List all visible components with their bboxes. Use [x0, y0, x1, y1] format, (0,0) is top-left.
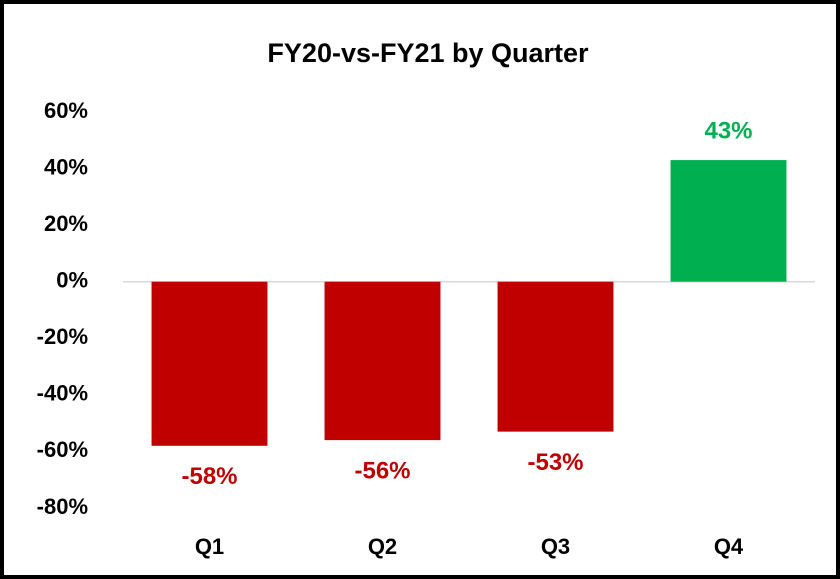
bar — [670, 160, 787, 282]
y-tick-label: -80% — [37, 494, 88, 519]
y-tick-label: 40% — [44, 154, 88, 179]
y-tick-label: -20% — [37, 324, 88, 349]
x-tick-label: Q2 — [368, 534, 397, 559]
value-label: -58% — [181, 463, 237, 490]
value-label: -56% — [354, 457, 410, 484]
y-tick-label: 60% — [44, 98, 88, 123]
y-tick-label: -40% — [37, 381, 88, 406]
value-label: -53% — [527, 449, 583, 476]
bar — [324, 281, 441, 441]
bar — [151, 281, 268, 446]
y-tick-label: 0% — [56, 268, 88, 293]
value-label: 43% — [704, 117, 752, 144]
y-tick-label: 20% — [44, 211, 88, 236]
x-tick-label: Q3 — [541, 534, 570, 559]
x-tick-label: Q4 — [714, 534, 744, 559]
chart-title: FY20-vs-FY21 by Quarter — [267, 38, 589, 68]
y-tick-label: -60% — [37, 437, 88, 462]
x-tick-label: Q1 — [195, 534, 224, 559]
bar — [497, 281, 614, 432]
